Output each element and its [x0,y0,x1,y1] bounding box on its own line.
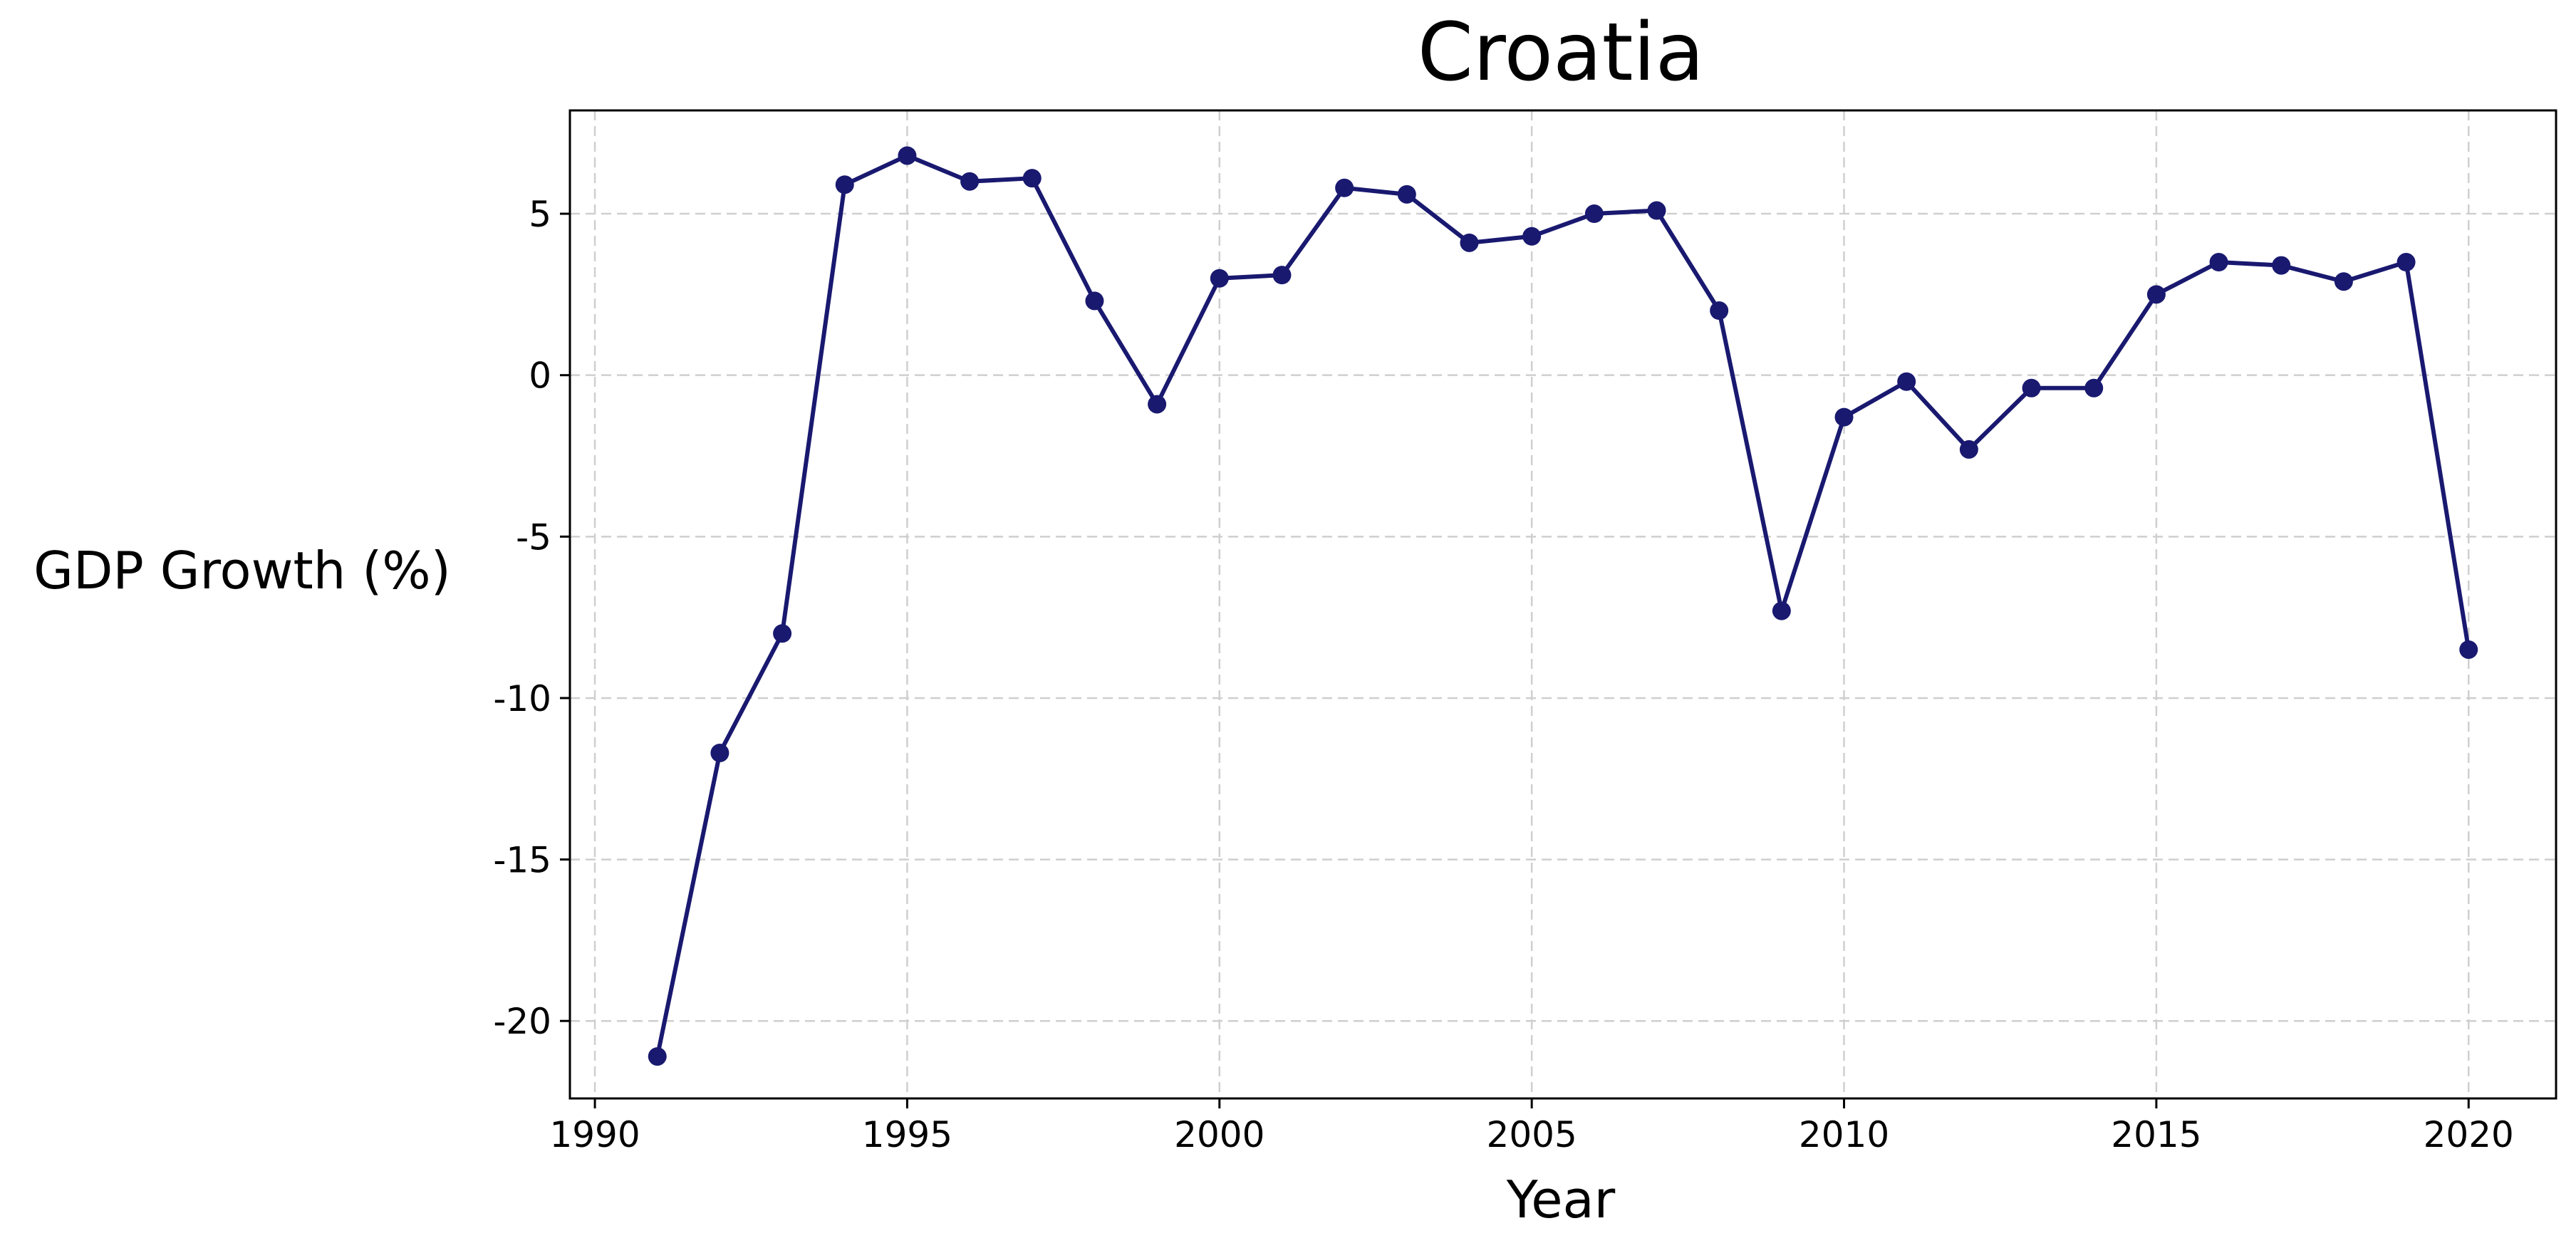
data-point [2146,285,2166,304]
y-tick-label: -20 [493,1001,551,1042]
data-point [2022,378,2041,397]
x-tick-label: 1990 [549,1114,640,1155]
data-point [1710,301,1729,321]
data-point [2459,640,2478,659]
data-point [2396,253,2416,272]
data-point [960,172,980,191]
data-point [1272,266,1292,285]
chart-title: Croatia [1418,6,1705,99]
y-tick-label: -10 [493,678,551,719]
y-axis-label: GDP Growth (%) [33,541,451,601]
data-point [1834,407,1854,427]
data-point [1897,372,1916,391]
axes-layer: 1990 1995 2000 2005 2010 2015 2020 5 0 -5 -10 -15 -2… [493,109,2557,1155]
data-point [1397,184,1416,204]
data-point [2272,256,2291,275]
data-point [1959,440,1978,459]
x-axis-label: Year [1506,1170,1616,1230]
data-point [1460,233,1479,252]
series-layer [648,146,2478,1066]
data-point [773,624,792,643]
grid-layer [570,110,2556,1098]
data-point [1522,227,1542,246]
x-tick-label: 2000 [1174,1114,1264,1155]
y-tick-label: -15 [493,840,551,881]
data-point [1335,178,1354,197]
data-point [710,744,729,763]
data-point [1584,204,1604,224]
x-tick-label: 2010 [1799,1114,1889,1155]
data-point [898,146,917,165]
data-point [2084,378,2104,397]
data-point [1772,601,1791,620]
data-point [1148,395,1167,414]
plot-frame [568,109,2557,1100]
y-tick-label: 5 [529,194,551,235]
y-tick-label: 0 [529,355,551,397]
x-tick-label: 1995 [862,1114,952,1155]
x-tick-label: 2015 [2111,1114,2201,1155]
data-point [835,175,854,194]
data-point [1022,169,1042,188]
data-point [2334,272,2353,291]
series-line [655,153,2471,1059]
x-tick-label: 2005 [1487,1114,1577,1155]
y-tick-label: -5 [516,516,551,558]
x-tick-label: 2020 [2424,1114,2514,1155]
data-point [648,1047,667,1066]
data-point [2209,253,2228,272]
data-point [1085,291,1104,311]
data-point [1647,201,1666,220]
data-point [1210,269,1229,288]
